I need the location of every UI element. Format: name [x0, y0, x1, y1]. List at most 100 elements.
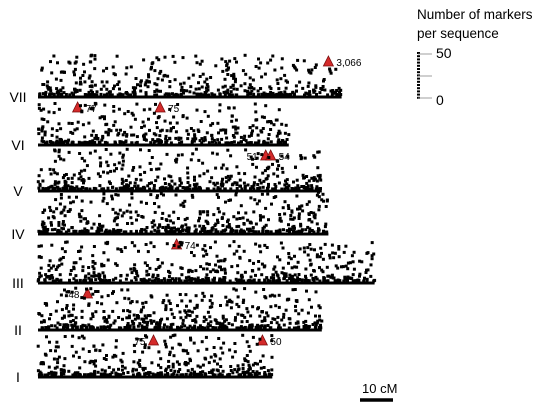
marker-point: [225, 62, 229, 66]
marker-point: [287, 261, 290, 265]
marker-point: [39, 230, 43, 234]
marker-point: [284, 92, 288, 96]
marker-point: [257, 57, 260, 61]
marker-point: [83, 227, 87, 231]
marker-point: [49, 313, 53, 316]
marker-point: [49, 89, 53, 93]
marker-point: [249, 187, 252, 191]
marker-point: [184, 363, 188, 367]
marker-point: [117, 80, 121, 84]
marker-point: [241, 216, 245, 220]
marker-point: [310, 220, 314, 224]
marker-point: [341, 265, 345, 269]
marker-point: [90, 226, 94, 230]
marker-point: [278, 131, 282, 135]
marker-point: [56, 361, 60, 365]
marker-point: [216, 362, 219, 366]
marker-point: [64, 183, 67, 187]
marker-point: [235, 249, 239, 253]
marker-point: [193, 135, 197, 139]
marker-point: [151, 273, 155, 277]
marker-point: [227, 199, 231, 202]
marker-point: [309, 71, 313, 75]
marker-point: [110, 371, 114, 375]
marker-point: [307, 200, 311, 204]
marker-point: [70, 290, 74, 294]
marker-point: [318, 176, 322, 180]
marker-point: [206, 322, 210, 326]
marker-point: [101, 271, 105, 275]
marker-point: [152, 111, 156, 115]
marker-point: [198, 279, 202, 283]
marker-point: [169, 219, 173, 223]
marker-point: [317, 190, 320, 194]
marker-point: [319, 323, 322, 327]
marker-point: [230, 114, 234, 118]
marker-point: [270, 373, 274, 377]
marker-point: [100, 115, 104, 119]
marker-point: [37, 244, 41, 248]
marker-point: [120, 167, 124, 171]
marker-point: [252, 181, 256, 185]
marker-point: [344, 244, 348, 248]
marker-point: [64, 240, 68, 244]
marker-point: [136, 184, 140, 188]
marker-point: [232, 135, 236, 139]
marker-point: [80, 309, 84, 313]
marker-point: [167, 269, 170, 273]
marker-point: [37, 278, 41, 281]
marker-point: [313, 321, 317, 325]
marker-point: [144, 300, 148, 304]
marker-point: [229, 174, 233, 178]
marker-point: [154, 276, 158, 280]
marker-point: [86, 220, 90, 224]
marker-point: [98, 224, 102, 228]
marker-point: [82, 62, 86, 66]
marker-point: [233, 318, 237, 322]
marker-point: [266, 229, 270, 233]
marker-point: [87, 90, 91, 94]
marker-point: [162, 277, 166, 281]
marker-point: [275, 159, 279, 163]
marker-point: [223, 77, 227, 81]
marker-point: [126, 371, 130, 374]
marker-point: [79, 187, 83, 191]
marker-point: [103, 115, 106, 119]
marker-point: [277, 323, 281, 327]
marker-point: [133, 181, 137, 185]
marker-point: [121, 163, 125, 167]
marker-point: [318, 173, 322, 177]
marker-point: [185, 129, 189, 133]
marker-point: [50, 324, 54, 328]
marker-point: [184, 276, 188, 280]
marker-point: [119, 248, 123, 252]
marker-point: [346, 261, 350, 265]
marker-point: [256, 133, 260, 137]
marker-point: [203, 110, 207, 114]
marker-point: [245, 354, 249, 357]
marker-point: [100, 187, 104, 191]
marker-point: [94, 278, 98, 282]
marker-point: [186, 230, 190, 234]
marker-point: [200, 373, 204, 377]
marker-point: [119, 228, 123, 232]
marker-point: [277, 87, 281, 91]
marker-point: [130, 221, 134, 225]
marker-point: [226, 220, 229, 224]
marker-point: [61, 256, 65, 259]
marker-point: [129, 230, 133, 234]
marker-point: [279, 219, 283, 223]
marker-point: [252, 278, 256, 282]
marker-point: [229, 154, 233, 158]
marker-point: [315, 277, 319, 281]
marker-point: [99, 164, 102, 168]
marker-point: [202, 224, 206, 228]
marker-point: [247, 326, 251, 330]
marker-point: [253, 102, 257, 106]
marker-point: [141, 301, 145, 305]
marker-point: [166, 372, 169, 375]
marker-point: [62, 158, 66, 162]
marker-point: [59, 127, 63, 131]
marker-point: [80, 199, 84, 203]
marker-point: [328, 69, 332, 73]
